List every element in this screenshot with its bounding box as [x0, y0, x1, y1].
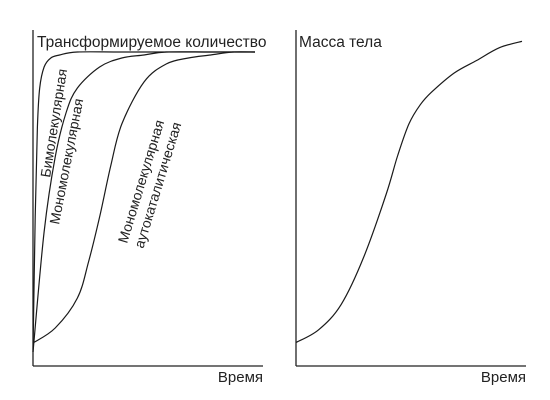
- left-x-axis-title: Время: [218, 369, 263, 386]
- left-curve-1: [32, 51, 255, 353]
- left-series-group: [32, 51, 256, 353]
- left-chart: Трансформируемое количество Время Бимоле…: [32, 30, 266, 386]
- right-curve-0: [295, 40, 523, 344]
- right-series-group: [295, 40, 523, 344]
- right-y-axis-title: Масса тела: [299, 34, 382, 51]
- right-x-axis-title: Время: [481, 369, 526, 386]
- left-curve-0: [32, 51, 255, 353]
- left-curve-2: [32, 51, 256, 344]
- left-y-axis-title: Трансформируемое количество: [37, 34, 266, 51]
- series-label-autocatalytic: Мономолекулярная аутокаталитическая: [115, 114, 185, 250]
- right-chart: Масса тела Время: [295, 30, 526, 386]
